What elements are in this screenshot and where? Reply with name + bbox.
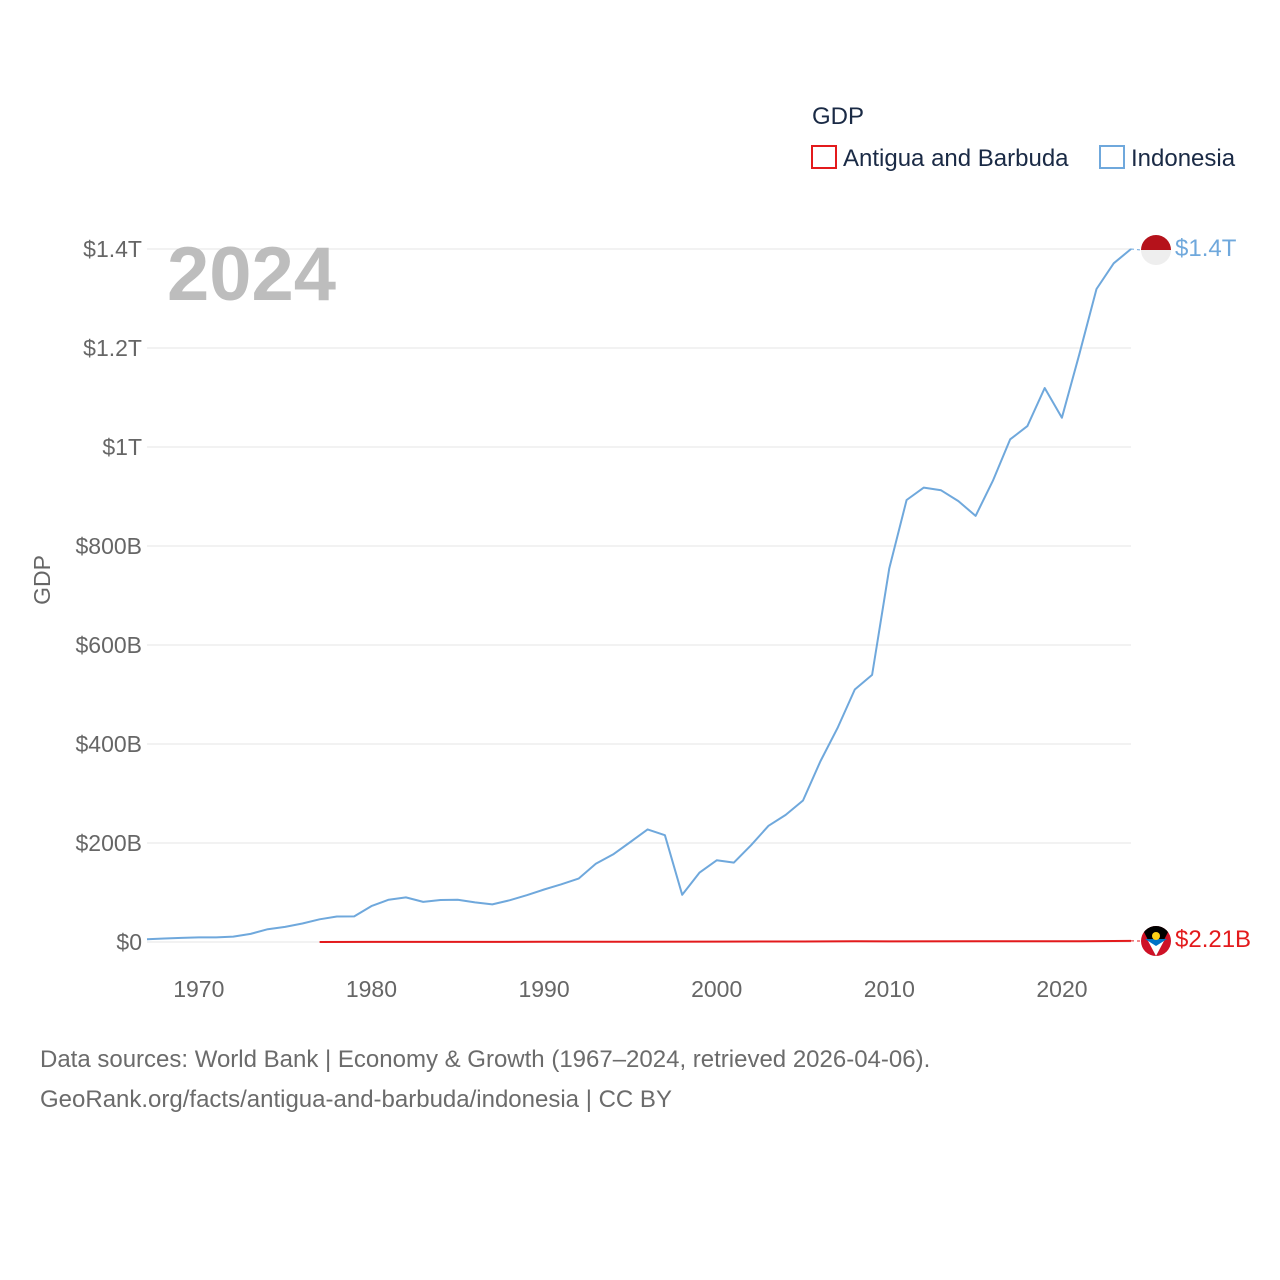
y-tick-label: $400B: [75, 731, 142, 757]
series-layer: [146, 248, 1142, 943]
x-tick-label: 2010: [864, 976, 915, 1002]
series-line-indonesia[interactable]: [146, 248, 1132, 941]
data-source-footer: Data sources: World Bank | Economy & Gro…: [40, 1040, 930, 1120]
legend: GDP Antigua and Barbuda Indonesia: [811, 103, 1236, 172]
legend-item-antigua-and-barbuda[interactable]: Antigua and Barbuda: [811, 145, 1069, 172]
end-label-connector: [1130, 248, 1142, 251]
y-tick-label: $600B: [75, 632, 142, 658]
y-tick-label: $200B: [75, 830, 142, 856]
y-tick-label: $1T: [102, 434, 142, 460]
series-line-antigua-and-barbuda[interactable]: [319, 939, 1132, 943]
antigua-and-barbuda-flag-icon: [1141, 926, 1171, 956]
year-watermark: 2024: [167, 232, 336, 317]
legend-label-antigua-and-barbuda: Antigua and Barbuda: [843, 145, 1069, 172]
x-tick-label: 2020: [1036, 976, 1087, 1002]
x-tick-label: 1970: [173, 976, 224, 1002]
data-source-line: Data sources: World Bank | Economy & Gro…: [40, 1046, 931, 1073]
legend-title: GDP: [812, 103, 864, 130]
y-axis: $0 $200B $400B $600B $800B $1T $1.2T $1.4T: [75, 236, 142, 955]
y-tick-label: $1.2T: [83, 335, 142, 361]
indonesia-flag-icon: [1141, 235, 1171, 265]
y-tick-label: $0: [116, 929, 142, 955]
indonesia-end-label: $1.4T: [1175, 235, 1237, 262]
y-tick-label: $800B: [75, 533, 142, 559]
legend-label-indonesia: Indonesia: [1131, 145, 1236, 172]
legend-swatch-antigua-and-barbuda: [811, 145, 837, 169]
legend-item-indonesia[interactable]: Indonesia: [1099, 145, 1236, 172]
y-tick-label: $1.4T: [83, 236, 142, 262]
x-axis: 1970 1980 1990 2000 2010 2020: [173, 976, 1087, 1002]
x-tick-label: 1980: [346, 976, 397, 1002]
gridlines: [147, 248, 1131, 943]
gdp-line-chart: $0 $200B $400B $600B $800B $1T $1.2T $1.4T 1970…: [29, 103, 1251, 1002]
x-tick-label: 1990: [518, 976, 569, 1002]
attribution-link[interactable]: GeoRank.org/facts/antigua-and-barbuda/in…: [40, 1086, 672, 1113]
y-axis-label: GDP: [29, 555, 55, 605]
antigua-and-barbuda-end-label: $2.21B: [1175, 926, 1251, 953]
x-tick-label: 2000: [691, 976, 742, 1002]
legend-swatch-indonesia: [1099, 145, 1125, 169]
